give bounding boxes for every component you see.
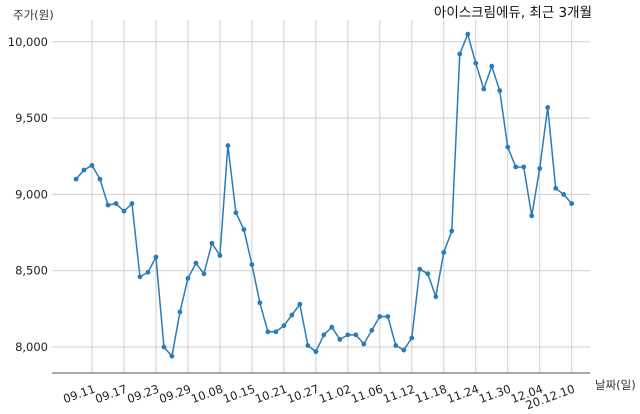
y-tick-label: 10,000 (8, 35, 48, 49)
data-point (257, 300, 263, 306)
data-point (241, 227, 247, 232)
vertical-gridlines (91, 20, 573, 373)
data-point (569, 201, 575, 206)
x-tick-label: 11.06 (349, 382, 385, 406)
x-tick-label: 11.02 (317, 382, 353, 406)
data-point (81, 167, 87, 173)
data-point (217, 253, 223, 258)
data-point (129, 201, 135, 206)
data-point (281, 323, 287, 329)
data-point (489, 63, 495, 69)
x-tick-label: 11.18 (413, 382, 449, 406)
data-point (185, 275, 191, 281)
horizontal-gridlines (52, 41, 590, 348)
data-point (89, 163, 95, 168)
y-tick-label: 8,000 (15, 340, 48, 354)
data-point (417, 266, 423, 272)
data-point (561, 192, 567, 197)
price-series-line (75, 31, 573, 358)
x-tick-label: 09.17 (93, 382, 129, 406)
x-tick-label: 09.23 (125, 382, 161, 406)
data-point (105, 202, 111, 208)
data-point (169, 353, 175, 359)
data-point (457, 51, 463, 57)
data-point (345, 332, 351, 338)
data-point (73, 176, 79, 182)
data-point (361, 341, 367, 347)
x-tick-label: 11.24 (445, 382, 481, 406)
data-point (401, 347, 407, 353)
x-tick-label: 09.29 (157, 382, 193, 406)
x-axis-title: 날짜(일) (595, 378, 636, 392)
data-point (329, 324, 335, 330)
price-data-points (73, 31, 575, 359)
data-point (249, 262, 255, 268)
data-point (273, 329, 279, 335)
data-point (537, 166, 543, 171)
data-point (289, 312, 295, 318)
data-point (521, 164, 527, 170)
data-point (441, 250, 447, 255)
data-point (145, 269, 151, 275)
data-point (473, 60, 479, 66)
y-tick-labels: 8,000 8,500 9,000 9,500 10,000 (8, 35, 48, 354)
data-point (481, 86, 487, 92)
data-point (529, 213, 535, 219)
data-point (321, 332, 327, 338)
x-tick-label: 10.21 (253, 382, 289, 406)
x-tick-label: 09.11 (61, 382, 97, 406)
y-axis-title: 주가(원) (13, 8, 54, 22)
chart-title: 아이스크림에듀, 최근 3개월 (434, 5, 592, 21)
data-point (297, 301, 303, 307)
data-point (313, 349, 319, 355)
x-tick-label: 10.27 (285, 382, 321, 406)
data-point (505, 144, 511, 150)
data-point (369, 327, 375, 333)
data-point (97, 176, 103, 182)
data-point (233, 210, 239, 216)
data-point (497, 88, 503, 94)
data-point (305, 343, 311, 348)
data-point (209, 240, 215, 246)
data-point (393, 343, 399, 348)
data-point (433, 294, 439, 300)
data-point (353, 332, 359, 338)
data-point (553, 185, 559, 191)
data-point (337, 337, 343, 342)
data-point (193, 260, 199, 266)
y-tick-label: 8,500 (15, 264, 48, 278)
data-point (177, 309, 183, 315)
data-point (113, 201, 119, 206)
y-tick-label: 9,500 (15, 111, 48, 125)
x-tick-label: 10.08 (189, 382, 225, 406)
data-point (137, 274, 143, 280)
data-point (465, 31, 471, 37)
x-tick-label: 11.30 (477, 382, 513, 406)
x-tick-label: 10.15 (221, 382, 257, 406)
data-point (449, 228, 455, 234)
data-point (265, 329, 271, 335)
data-point (225, 143, 231, 148)
data-point (201, 271, 207, 277)
data-point (161, 344, 167, 350)
data-point (425, 271, 431, 277)
data-point (121, 208, 127, 214)
x-tick-labels: 09.1109.1709.2309.2910.0810.1510.2110.27… (61, 382, 576, 413)
data-point (513, 164, 519, 170)
data-point (545, 105, 551, 110)
data-point (153, 254, 159, 260)
data-point (385, 314, 391, 319)
data-point (409, 335, 415, 341)
data-point (377, 314, 383, 319)
y-tick-label: 9,000 (15, 187, 48, 201)
x-tick-label: 11.12 (381, 382, 417, 406)
